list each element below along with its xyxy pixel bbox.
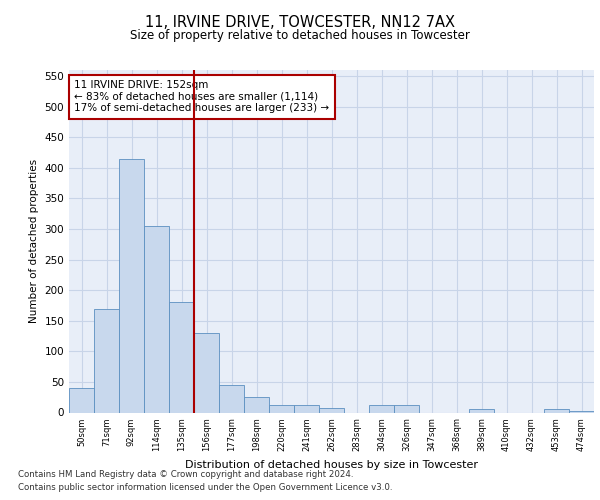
- Bar: [169, 302, 194, 412]
- Bar: [294, 404, 319, 412]
- Bar: [269, 404, 294, 412]
- Bar: [144, 226, 169, 412]
- Bar: [544, 410, 569, 412]
- Bar: [219, 385, 244, 412]
- Bar: [94, 308, 119, 412]
- X-axis label: Distribution of detached houses by size in Towcester: Distribution of detached houses by size …: [185, 460, 478, 469]
- Text: Contains public sector information licensed under the Open Government Licence v3: Contains public sector information licen…: [18, 482, 392, 492]
- Bar: [119, 158, 144, 412]
- Bar: [244, 397, 269, 412]
- Text: 11 IRVINE DRIVE: 152sqm
← 83% of detached houses are smaller (1,114)
17% of semi: 11 IRVINE DRIVE: 152sqm ← 83% of detache…: [74, 80, 329, 114]
- Text: 11, IRVINE DRIVE, TOWCESTER, NN12 7AX: 11, IRVINE DRIVE, TOWCESTER, NN12 7AX: [145, 15, 455, 30]
- Bar: [194, 333, 219, 412]
- Y-axis label: Number of detached properties: Number of detached properties: [29, 159, 39, 324]
- Bar: [569, 410, 594, 412]
- Bar: [469, 410, 494, 412]
- Bar: [319, 408, 344, 412]
- Bar: [394, 404, 419, 412]
- Bar: [69, 388, 94, 412]
- Text: Size of property relative to detached houses in Towcester: Size of property relative to detached ho…: [130, 29, 470, 42]
- Text: Contains HM Land Registry data © Crown copyright and database right 2024.: Contains HM Land Registry data © Crown c…: [18, 470, 353, 479]
- Bar: [369, 405, 394, 412]
